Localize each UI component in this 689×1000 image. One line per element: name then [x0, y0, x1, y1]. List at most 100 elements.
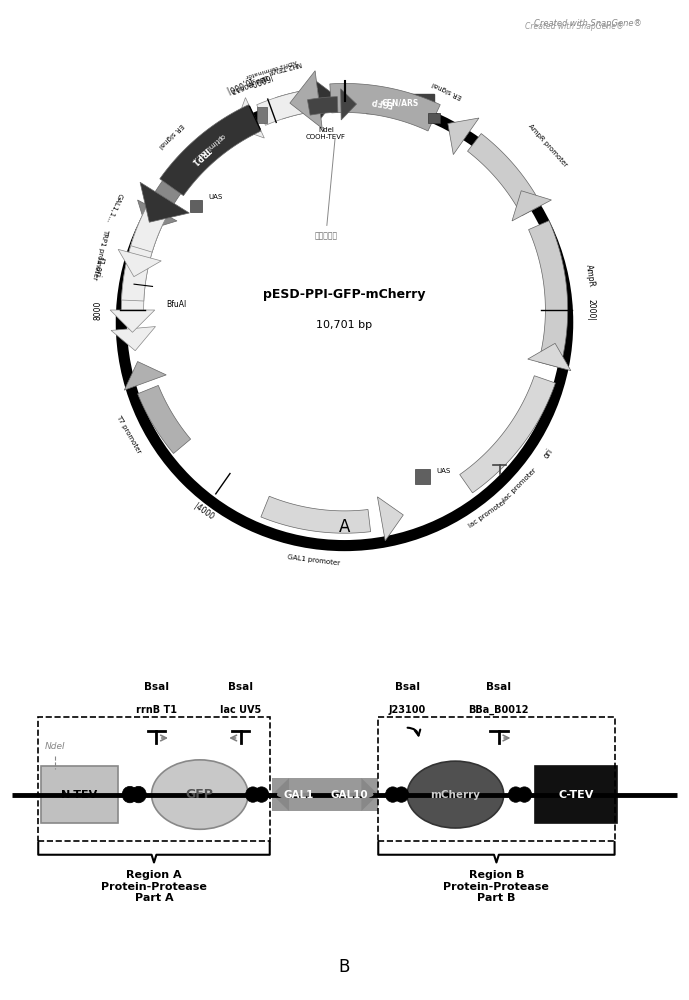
Polygon shape [415, 469, 430, 484]
Text: AmpR promoter: AmpR promoter [527, 123, 568, 168]
Circle shape [146, 124, 543, 521]
Text: f1 ori: f1 ori [93, 256, 105, 277]
Text: ori: ori [542, 446, 555, 460]
Polygon shape [460, 376, 555, 493]
Circle shape [508, 787, 523, 802]
Polygon shape [512, 191, 551, 221]
Text: 2000|: 2000| [586, 299, 595, 321]
Text: BsaI: BsaI [486, 682, 511, 692]
Text: TRP1: TRP1 [189, 145, 212, 167]
Text: |6000: |6000 [248, 71, 272, 87]
FancyBboxPatch shape [41, 766, 118, 823]
Text: N-TEV: N-TEV [61, 790, 97, 800]
Polygon shape [272, 778, 289, 811]
Text: GFP: GFP [186, 788, 214, 801]
Text: GAL1 promoter: GAL1 promoter [287, 554, 340, 567]
Text: B: B [339, 958, 350, 976]
Polygon shape [448, 118, 479, 155]
Polygon shape [290, 71, 322, 128]
Polygon shape [307, 97, 338, 115]
Text: AmpR: AmpR [584, 264, 596, 287]
Text: GAL10: GAL10 [331, 790, 368, 800]
Polygon shape [192, 159, 202, 166]
FancyBboxPatch shape [366, 94, 434, 113]
Polygon shape [378, 497, 403, 541]
Polygon shape [110, 310, 155, 332]
Circle shape [122, 786, 138, 803]
Polygon shape [160, 105, 261, 196]
FancyBboxPatch shape [535, 766, 617, 823]
Polygon shape [111, 327, 156, 351]
Ellipse shape [407, 761, 504, 828]
Text: NdeI: NdeI [45, 742, 65, 751]
Text: optimized...: optimized... [191, 132, 226, 163]
Text: GAL1: GAL1 [283, 790, 314, 800]
Ellipse shape [152, 760, 248, 829]
Text: C-TEV: C-TEV [558, 790, 594, 800]
Text: lac UV5: lac UV5 [220, 705, 261, 715]
Polygon shape [330, 83, 440, 131]
Text: ER signal: ER signal [431, 80, 463, 99]
Circle shape [385, 787, 400, 802]
Polygon shape [121, 216, 163, 317]
Polygon shape [121, 216, 163, 301]
Text: BsaI: BsaI [144, 682, 169, 692]
Text: BBa_B0012: BBa_B0012 [229, 73, 268, 94]
Text: Region A
Protein-Protease
Part A: Region A Protein-Protease Part A [101, 870, 207, 903]
Text: EGFP: EGFP [369, 95, 393, 108]
Text: A: A [339, 518, 350, 536]
Text: BsaI: BsaI [228, 682, 254, 692]
Text: BBa_B0012: BBa_B0012 [469, 705, 529, 715]
Circle shape [394, 787, 409, 802]
Text: pESD-PPI-GFP-mCherry: pESD-PPI-GFP-mCherry [263, 288, 426, 301]
Polygon shape [190, 200, 203, 212]
Text: BfuAI: BfuAI [166, 300, 186, 309]
Text: GAL1,1...: GAL1,1... [105, 192, 123, 223]
Polygon shape [528, 343, 571, 371]
Text: lac promoter: lac promoter [502, 467, 537, 503]
Polygon shape [361, 778, 378, 811]
Text: ER signal: ER signal [157, 122, 184, 149]
Text: ADH1 terminator: ADH1 terminator [245, 58, 297, 79]
Polygon shape [468, 134, 542, 216]
Polygon shape [235, 98, 265, 138]
Text: rrnB T1: rrnB T1 [136, 705, 177, 715]
Text: BsaI: BsaI [395, 682, 420, 692]
Text: Created with SnapGene®: Created with SnapGene® [534, 19, 642, 28]
Text: 10,000|: 10,000| [224, 74, 254, 94]
Text: NH2-TEVF: NH2-TEVF [267, 60, 301, 74]
Polygon shape [124, 362, 166, 390]
Circle shape [245, 787, 260, 802]
Text: CEN/ARS: CEN/ARS [381, 99, 418, 108]
Text: 8000: 8000 [94, 300, 103, 320]
Polygon shape [118, 249, 161, 277]
Text: UAS: UAS [209, 194, 223, 200]
Polygon shape [340, 89, 356, 120]
Polygon shape [276, 90, 313, 119]
Polygon shape [140, 182, 189, 222]
Text: TRP1 promoter: TRP1 promoter [92, 228, 110, 280]
Polygon shape [154, 113, 250, 205]
Text: Region B
Protein-Protease
Part B: Region B Protein-Protease Part B [444, 870, 549, 903]
Polygon shape [312, 78, 337, 122]
Polygon shape [138, 385, 191, 453]
Polygon shape [528, 221, 568, 368]
Text: 额外氨基酸: 额外氨基酸 [314, 138, 338, 240]
FancyBboxPatch shape [272, 778, 378, 811]
Text: |4000: |4000 [192, 502, 215, 522]
Polygon shape [131, 192, 174, 252]
Circle shape [517, 787, 532, 802]
Text: J23100: J23100 [389, 705, 426, 715]
Circle shape [131, 786, 146, 803]
Polygon shape [261, 496, 371, 533]
Text: mCherry: mCherry [431, 790, 480, 800]
Polygon shape [428, 113, 440, 123]
Text: T7 promoter: T7 promoter [115, 414, 142, 455]
Text: lac promoter: lac promoter [467, 499, 508, 529]
Polygon shape [257, 88, 320, 125]
Text: 10,701 bp: 10,701 bp [316, 320, 373, 330]
Polygon shape [257, 107, 267, 123]
Text: UAS: UAS [436, 468, 450, 474]
Text: NdeI
COOH-TEVF: NdeI COOH-TEVF [306, 127, 346, 140]
Text: Created with SnapGene®: Created with SnapGene® [525, 22, 624, 31]
